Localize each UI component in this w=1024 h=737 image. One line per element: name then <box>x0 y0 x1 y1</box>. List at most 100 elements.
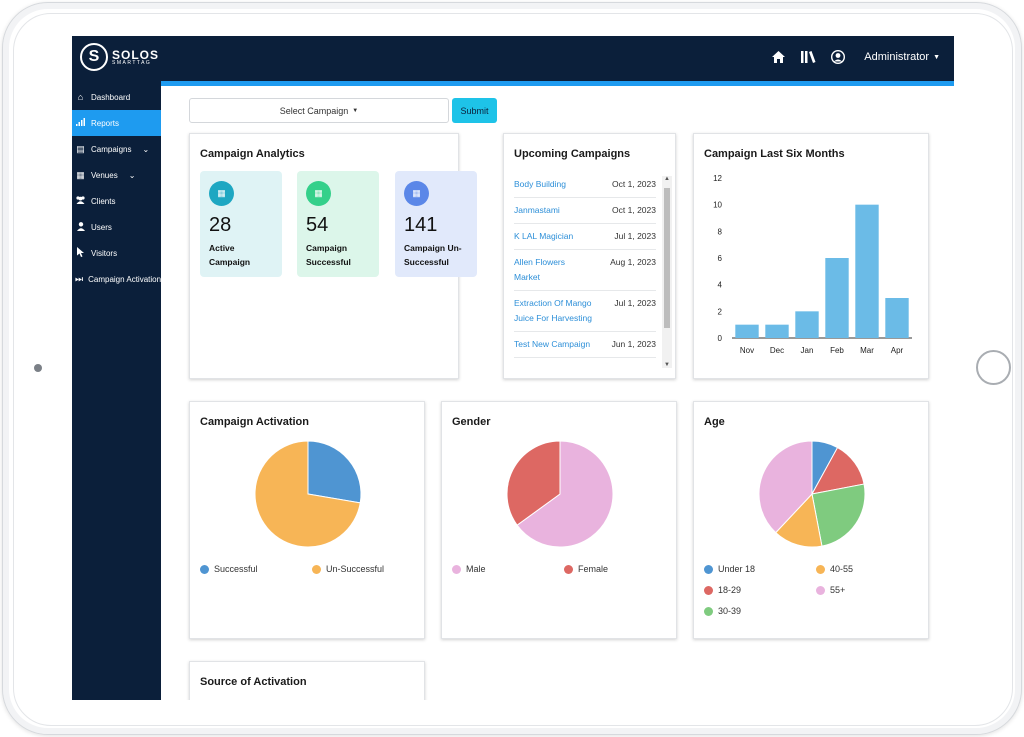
admin-label: Administrator <box>864 51 930 63</box>
legend-item[interactable]: Male <box>452 564 486 574</box>
camera-dot <box>34 364 42 372</box>
legend-item[interactable]: Female <box>564 564 608 574</box>
user-avatar-icon[interactable] <box>830 49 846 65</box>
bar[interactable] <box>825 258 849 338</box>
caret-down-icon: ▼ <box>352 107 359 114</box>
legend-item[interactable]: Un-Successful <box>312 564 384 574</box>
list-item[interactable]: Extraction Of Mango Juice For Harvesting… <box>514 291 656 332</box>
sidebar-item-campaigns[interactable]: ▤ Campaigns ⌄ <box>72 136 161 162</box>
sidebar-item-venues[interactable]: ▦ Venues ⌄ <box>72 162 161 188</box>
brand-logo[interactable]: S SOLOS SMARTTAG <box>80 43 159 71</box>
scrollbar-thumb[interactable] <box>664 188 670 328</box>
list-item[interactable]: Body Building Oct 1, 2023 <box>514 172 656 198</box>
sidebar-item-label: Users <box>91 222 112 232</box>
pie-slice[interactable] <box>811 483 866 547</box>
legend-item[interactable]: Successful <box>200 564 258 574</box>
card-title: Source of Activation <box>200 676 307 688</box>
x-tick-label: Dec <box>770 346 784 355</box>
campaign-link[interactable]: Janmastami <box>514 205 560 215</box>
x-tick-label: Jan <box>801 346 814 355</box>
card-title: Campaign Analytics <box>200 148 305 160</box>
sidebar-item-reports[interactable]: Reports <box>72 110 161 136</box>
sidebar-item-label: Dashboard <box>91 92 131 102</box>
six-months-bar-chart: 0 2 4 6 8 10 12 Nov Dec Jan Feb Mar Apr <box>713 174 912 355</box>
user-icon <box>75 221 86 233</box>
legend-swatch <box>704 585 713 595</box>
chevron-down-icon: ⌄ <box>142 144 150 154</box>
bar[interactable] <box>765 324 789 338</box>
sidebar-item-clients[interactable]: Clients <box>72 188 161 214</box>
campaign-link[interactable]: Allen Flowers Market <box>514 257 566 282</box>
bar[interactable] <box>735 324 759 338</box>
gender-card: Gender Male Female <box>441 401 677 639</box>
sidebar-item-dashboard[interactable]: ⌂ Dashboard <box>72 84 161 110</box>
campaign-link[interactable]: Extraction Of Mango Juice For Harvesting <box>514 298 592 323</box>
campaign-date: Jun 1, 2023 <box>611 339 656 349</box>
sidebar-item-users[interactable]: Users <box>72 214 161 240</box>
legend-item[interactable]: Under 18 <box>704 564 755 574</box>
card-title: Gender <box>452 416 491 428</box>
campaign-select[interactable]: Select Campaign ▼ <box>189 98 449 123</box>
home-icon: ⌂ <box>77 92 84 102</box>
list-item[interactable]: Allen Flowers Market Aug 1, 2023 <box>514 250 656 291</box>
admin-menu[interactable]: Administrator ▼ <box>864 51 940 63</box>
list-item[interactable]: Janmastami Oct 1, 2023 <box>514 198 656 224</box>
stat-campaign-unsuccessful: ▦ 141 Campaign Un- Successful <box>395 171 477 277</box>
campaign-analytics-card: Campaign Analytics ▦ 28 Active Campaign ▦… <box>189 133 477 379</box>
pie-slice[interactable] <box>307 440 362 504</box>
legend-swatch <box>564 564 573 574</box>
stat-label: Active <box>209 243 235 253</box>
campaign-link[interactable]: Test New Campaign <box>514 339 591 349</box>
scroll-down-icon[interactable]: ▼ <box>664 362 670 368</box>
campaign-link[interactable]: K LAL Magician <box>514 231 574 241</box>
legend-item[interactable]: 30-39 <box>704 606 741 616</box>
scroll-up-icon[interactable]: ▲ <box>664 176 670 182</box>
stat-label: Campaign <box>306 243 348 253</box>
sidebar-item-campaign-activation[interactable]: ⏭ Campaign Activation <box>72 266 161 292</box>
y-tick-label: 10 <box>713 201 722 210</box>
legend-swatch <box>452 564 461 574</box>
library-icon[interactable] <box>800 49 816 65</box>
accent-bar <box>161 81 954 86</box>
pie-slice[interactable] <box>516 440 614 548</box>
legend-swatch <box>816 585 825 595</box>
campaign-date: Oct 1, 2023 <box>612 205 656 215</box>
activation-pie-chart <box>254 440 362 548</box>
list-item[interactable]: K LAL Magician Jul 1, 2023 <box>514 224 656 250</box>
pie-slice[interactable] <box>758 440 813 534</box>
legend-item[interactable]: 18-29 <box>704 585 741 595</box>
calendar-icon: ▦ <box>404 181 429 206</box>
list-scrollbar[interactable]: ▲ ▼ <box>662 176 672 368</box>
submit-button[interactable]: Submit <box>452 98 497 123</box>
legend-item[interactable]: 55+ <box>816 585 845 595</box>
card-title: Campaign Last Six Months <box>704 148 845 160</box>
x-tick-label: Feb <box>830 346 844 355</box>
campaign-link[interactable]: Body Building <box>514 179 566 189</box>
sidebar-item-label: Campaign Activation <box>88 274 162 284</box>
sidebar-item-label: Clients <box>91 196 116 206</box>
sidebar-item-visitors[interactable]: Visitors <box>72 240 161 266</box>
upcoming-list[interactable]: Body Building Oct 1, 2023 Janmastami Oct 1… <box>514 172 656 365</box>
navbar-actions: Administrator ▼ <box>770 49 940 65</box>
legend-label: 55+ <box>830 585 846 595</box>
legend-item[interactable]: 40-55 <box>816 564 853 574</box>
sidebar-item-label: Campaigns <box>91 144 132 154</box>
users-icon <box>75 196 86 206</box>
bar[interactable] <box>855 204 879 338</box>
pie-slice[interactable] <box>775 492 823 548</box>
bar[interactable] <box>795 311 819 338</box>
main-content: Select Campaign ▼ Submit Campaign Analyt… <box>161 86 954 700</box>
stat-value: 141 <box>404 214 438 236</box>
list-item[interactable]: Test New Campaign Jun 1, 2023 <box>514 332 656 358</box>
stat-value: 28 <box>209 214 232 236</box>
pie-slice[interactable] <box>506 440 561 526</box>
legend-swatch <box>704 564 713 574</box>
bar[interactable] <box>885 298 909 338</box>
pie-slice[interactable] <box>254 440 361 548</box>
stat-value: 54 <box>306 214 329 236</box>
home-icon[interactable] <box>770 49 786 65</box>
home-button[interactable] <box>976 350 1011 385</box>
y-tick-label: 6 <box>718 254 723 263</box>
legend-swatch <box>816 564 825 574</box>
fast-forward-icon: ⏭ <box>75 273 84 284</box>
